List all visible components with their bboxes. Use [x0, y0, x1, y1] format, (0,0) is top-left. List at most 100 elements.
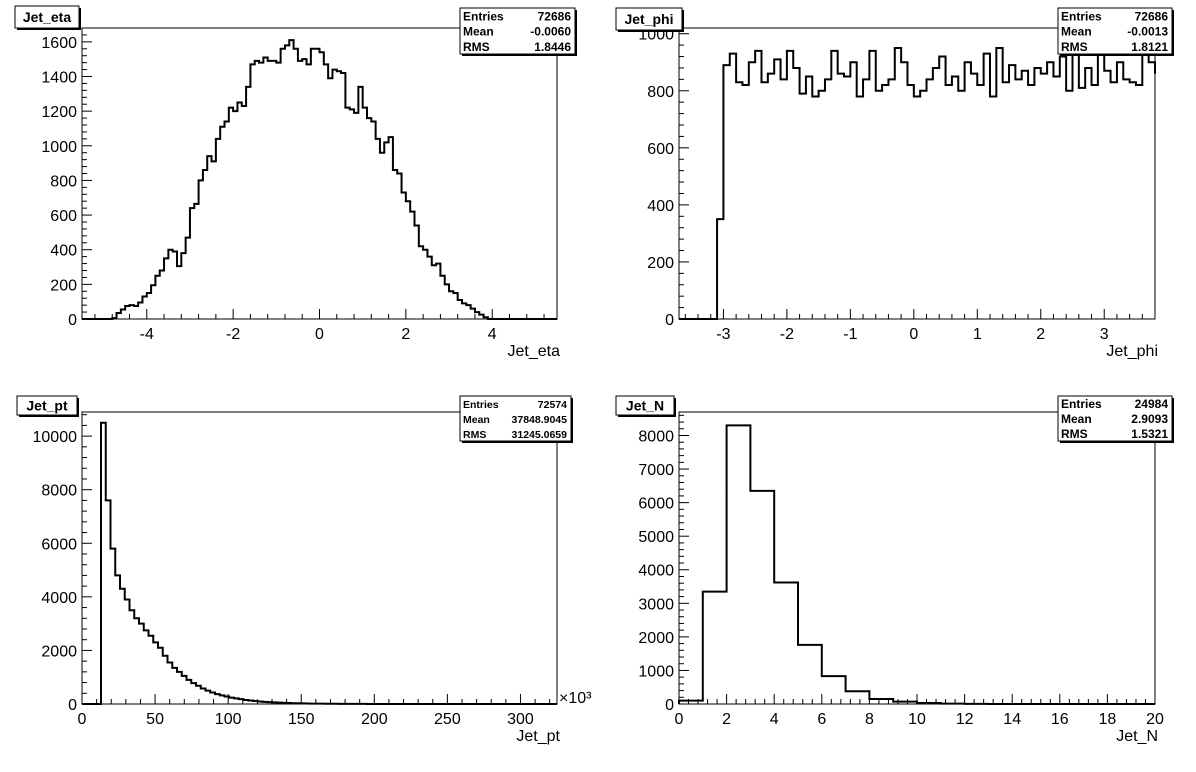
title-box	[615, 395, 675, 416]
y-tick-label: 1600	[41, 35, 77, 52]
histogram-bin	[742, 85, 748, 319]
stats-label: Mean	[1061, 412, 1092, 426]
histogram-bin	[272, 61, 276, 319]
histogram-bin	[354, 113, 358, 319]
pad-jet-pt: 0 50 100 150 200 250 300 0 2000 4000 6000 8000 10000…	[16, 395, 592, 745]
histogram-bin	[201, 688, 206, 704]
x-tick-label: 20	[1146, 711, 1164, 728]
histogram-bin	[196, 686, 201, 704]
histogram-bin	[367, 118, 371, 319]
histogram-bin	[106, 500, 111, 704]
histogram-bin	[233, 111, 237, 319]
histogram-bin	[115, 575, 120, 704]
histogram-bin	[244, 700, 249, 704]
histogram-bin	[863, 79, 869, 319]
histogram-bin	[276, 63, 280, 319]
x-tick-label: 0	[675, 711, 684, 728]
histogram-bin	[298, 61, 302, 319]
histogram-bin	[393, 170, 397, 319]
stats-box	[1057, 395, 1173, 442]
y-tick-label: 8000	[638, 428, 674, 445]
histogram-bin	[225, 696, 230, 704]
histogram-bin	[242, 106, 246, 319]
histogram-bin	[1085, 68, 1091, 319]
histogram-bin	[920, 91, 926, 319]
histogram-bin	[749, 62, 755, 319]
histogram-bin	[206, 691, 211, 704]
histogram-bin	[263, 57, 267, 319]
histogram-bin	[363, 108, 367, 319]
histogram-bin	[259, 63, 263, 319]
x-tick-label: 14	[1003, 711, 1021, 728]
histogram-bin	[762, 82, 768, 319]
x-tick-label: 200	[361, 711, 388, 728]
stats-value: 1.8446	[534, 40, 571, 54]
stats-label: RMS	[463, 40, 490, 54]
histogram-bin	[882, 85, 888, 319]
stats-box	[1057, 7, 1173, 55]
histogram-bin	[237, 102, 241, 319]
histogram-bin	[130, 305, 134, 319]
histogram-bin	[142, 296, 146, 319]
histogram-bin	[1149, 62, 1155, 319]
histogram-title: Jet_phi	[624, 11, 673, 27]
histogram-bin	[302, 59, 306, 319]
y-tick-label: 200	[647, 255, 674, 272]
histogram-bin	[250, 64, 254, 319]
histogram-bin	[158, 648, 163, 704]
y-tick-label: 600	[50, 208, 77, 225]
histogram-bin	[406, 201, 410, 319]
histogram-bin	[717, 219, 723, 319]
histogram-bin	[893, 702, 917, 704]
histogram-bin	[901, 62, 907, 319]
histogram-bin	[182, 676, 187, 704]
histogram-bin	[1111, 82, 1117, 319]
stats-value: -0.0013	[1127, 25, 1168, 39]
histogram-bin	[402, 193, 406, 319]
y-tick-label: 3000	[638, 596, 674, 613]
y-tick-label: 600	[647, 141, 674, 158]
y-tick-label: 2000	[638, 630, 674, 647]
x-axis-title: Jet_phi	[1106, 343, 1158, 360]
histogram-bin	[933, 68, 939, 319]
histogram-bin	[750, 491, 774, 704]
x-tick-label: 50	[146, 711, 164, 728]
stats-value: 37848.9045	[512, 414, 568, 426]
histogram-bin	[216, 139, 220, 319]
histogram-bin	[376, 139, 380, 319]
x-tick-label: 3	[1100, 326, 1109, 343]
x-tick-label: 4	[488, 326, 497, 343]
histogram-bin	[869, 699, 893, 704]
stats-label: Entries	[1061, 9, 1102, 23]
stats-label: RMS	[463, 429, 486, 441]
histogram-bin	[272, 702, 277, 704]
histogram-bin	[768, 74, 774, 319]
histogram-bin	[458, 300, 462, 319]
x-axis-title: Jet_pt	[516, 728, 560, 745]
stats-value: 1.5321	[1131, 427, 1168, 441]
histogram-title: Jet_N	[626, 398, 664, 414]
histogram-bin	[120, 589, 125, 704]
histogram-bin	[895, 48, 901, 319]
histogram-bin	[341, 73, 345, 319]
histogram-bin	[679, 701, 703, 704]
histogram-bin	[229, 108, 233, 319]
x-tick-label: 10	[908, 711, 926, 728]
histogram-bin	[1079, 88, 1085, 319]
y-tick-label: 800	[647, 84, 674, 101]
x-tick-label: 0	[315, 326, 324, 343]
histogram-bin	[1028, 85, 1034, 319]
x-tick-label: 4	[770, 711, 779, 728]
histogram-bin	[484, 317, 488, 319]
x-tick-label: 12	[956, 711, 974, 728]
histogram-bin	[172, 668, 177, 704]
histogram-bin	[723, 65, 729, 319]
histogram-bin	[320, 52, 324, 319]
histogram-bin	[210, 692, 215, 704]
histogram-bin	[380, 153, 384, 319]
histogram-bin	[350, 109, 354, 319]
histogram-bin	[449, 291, 453, 319]
histogram-bin	[255, 61, 259, 319]
histogram-bin	[267, 702, 272, 704]
histogram-bin	[291, 703, 296, 704]
